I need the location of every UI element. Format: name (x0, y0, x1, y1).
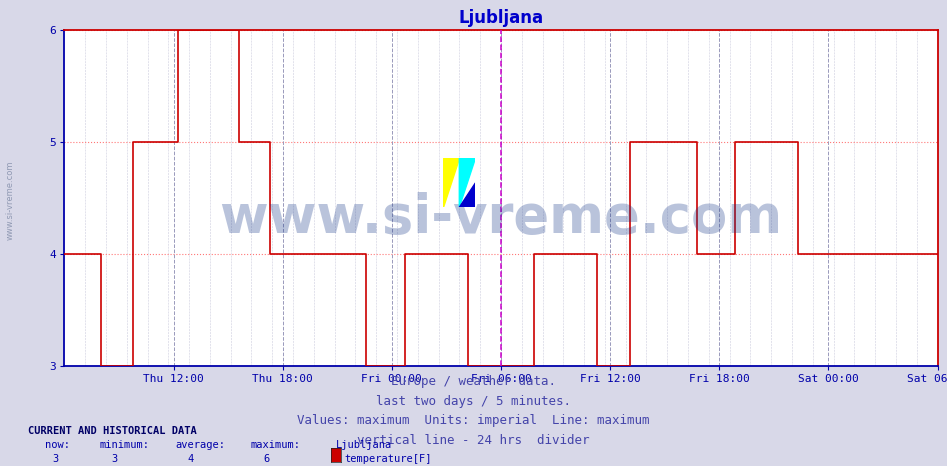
Polygon shape (443, 158, 459, 207)
Text: www.si-vreme.com: www.si-vreme.com (220, 192, 782, 244)
Text: temperature[F]: temperature[F] (345, 454, 432, 464)
Text: 3: 3 (112, 454, 118, 464)
Text: average:: average: (175, 440, 225, 450)
Polygon shape (459, 158, 475, 207)
Text: last two days / 5 minutes.: last two days / 5 minutes. (376, 395, 571, 408)
Text: vertical line - 24 hrs  divider: vertical line - 24 hrs divider (357, 434, 590, 447)
Title: Ljubljana: Ljubljana (458, 9, 544, 27)
Text: now:: now: (45, 440, 70, 450)
Text: 3: 3 (52, 454, 59, 464)
Text: 6: 6 (263, 454, 270, 464)
Polygon shape (459, 183, 475, 207)
Text: Values: maximum  Units: imperial  Line: maximum: Values: maximum Units: imperial Line: ma… (297, 414, 650, 427)
Text: Europe / weather data.: Europe / weather data. (391, 375, 556, 388)
Text: Ljubljana: Ljubljana (336, 440, 392, 450)
Text: CURRENT AND HISTORICAL DATA: CURRENT AND HISTORICAL DATA (28, 426, 197, 436)
Text: 4: 4 (188, 454, 194, 464)
Text: maximum:: maximum: (251, 440, 301, 450)
Text: minimum:: minimum: (99, 440, 150, 450)
Text: www.si-vreme.com: www.si-vreme.com (6, 161, 15, 240)
